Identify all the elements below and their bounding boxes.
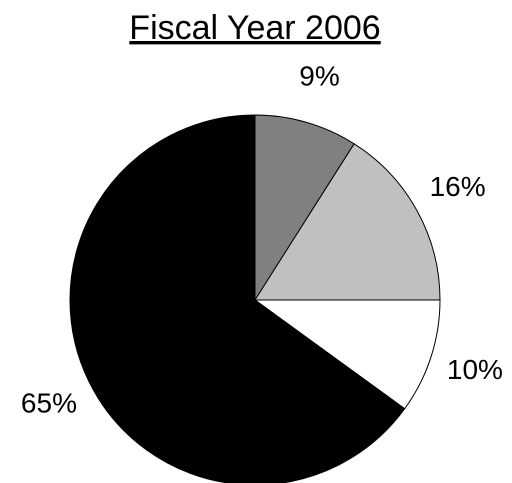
pie-slice	[254, 143, 441, 301]
data-label: 65%	[21, 387, 77, 418]
chart-title: Fiscal Year 2006	[129, 9, 380, 47]
pie-slice	[69, 114, 406, 483]
pie-slice	[253, 299, 441, 410]
data-label: 9%	[299, 60, 339, 91]
data-label: 16%	[430, 171, 486, 202]
pie-slice	[254, 114, 355, 302]
data-label: 10%	[447, 354, 503, 385]
